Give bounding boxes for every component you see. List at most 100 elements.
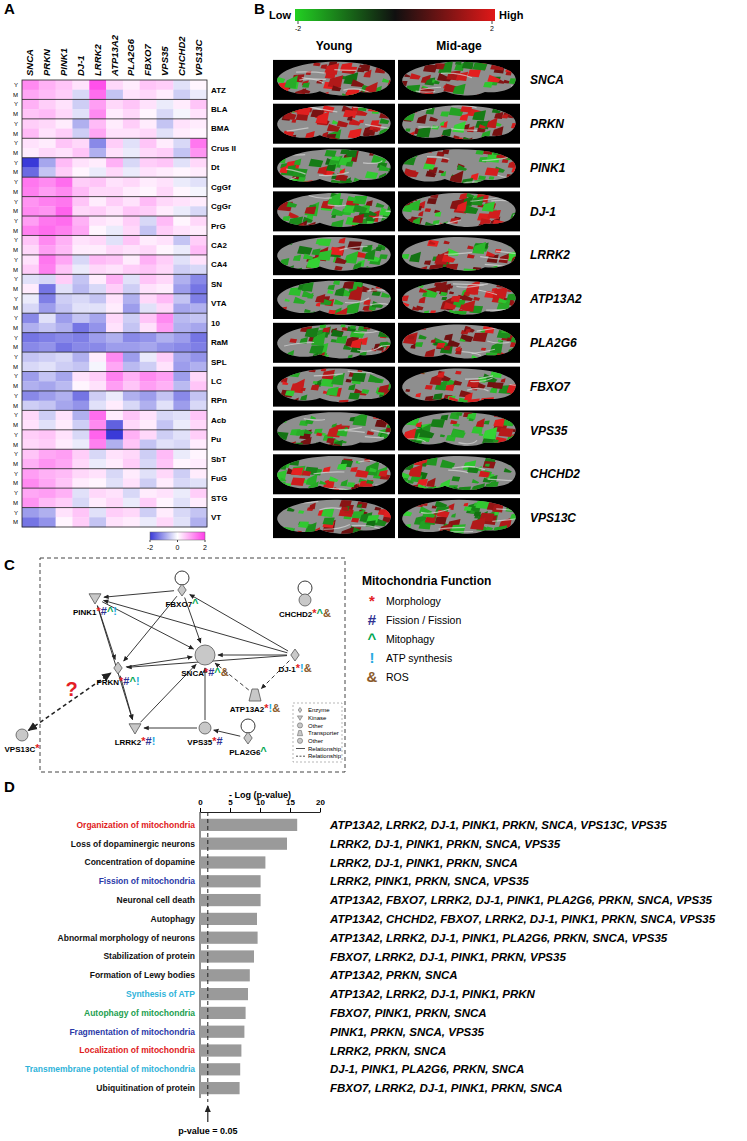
- brain-surface: [277, 237, 390, 271]
- heatmap-cell: [123, 148, 140, 158]
- brain-sulcus: [363, 161, 382, 164]
- heatmap-cell: [72, 440, 89, 450]
- heatmap-cell: [56, 197, 73, 207]
- brain-patch: [402, 92, 415, 101]
- heatmap-cell: [39, 197, 56, 207]
- heatmap-cell: [157, 216, 174, 226]
- region-label: Acb: [211, 416, 226, 425]
- brain-surface: [277, 325, 390, 359]
- brain-patch: [488, 265, 497, 274]
- heatmap-cell: [140, 138, 157, 148]
- brain-patch: [493, 287, 508, 298]
- heatmap-cell: [39, 119, 56, 129]
- heatmap-cell: [22, 109, 39, 119]
- brain-patch: [350, 467, 358, 472]
- heatmap-cell: [190, 449, 207, 459]
- brain-patch: [403, 204, 414, 212]
- brain-patch: [498, 298, 507, 303]
- heatmap-cell: [72, 410, 89, 420]
- brain-patch: [379, 110, 393, 118]
- brain-sulcus: [293, 106, 322, 110]
- brain-patch: [384, 65, 389, 70]
- age-label: M: [13, 267, 18, 273]
- brain-background: [273, 498, 395, 538]
- brain-patch: [293, 254, 301, 261]
- brain-patches: [399, 190, 534, 238]
- brain-patch: [291, 119, 296, 123]
- heatmap-cell: [72, 255, 89, 265]
- brain-patch: [509, 196, 519, 202]
- brain-patch: [387, 217, 398, 223]
- brain-patch: [315, 294, 325, 303]
- brain-sulcus: [465, 376, 493, 379]
- brain-patch: [363, 325, 370, 329]
- gene-header: VPS35: [159, 46, 170, 76]
- brain-patch: [282, 307, 287, 311]
- gene-label: PLA2G6: [530, 336, 577, 350]
- brain-patch: [338, 400, 349, 407]
- brain-patch: [440, 292, 448, 296]
- brain-patch: [471, 483, 485, 494]
- colorbar-tick: [150, 540, 151, 542]
- heatmap-cell: [140, 158, 157, 168]
- brain-patch: [300, 395, 307, 401]
- brain-patch: [413, 266, 427, 278]
- brain-patch: [306, 98, 316, 104]
- brain-patch: [402, 235, 411, 244]
- heatmap-cell: [140, 206, 157, 216]
- brain-sulcus: [458, 446, 486, 450]
- heatmap-cell: [39, 129, 56, 139]
- brain-patch: [508, 160, 517, 168]
- figure: ABCDATZBLABMACrus IIDtCgGfCgGrPrGCA2CA4S…: [0, 0, 747, 1141]
- group-separator: [22, 196, 207, 197]
- brain-patch: [404, 140, 413, 147]
- heatmap-cell: [106, 469, 123, 479]
- brain-patch: [274, 470, 287, 481]
- brain-patch: [479, 124, 486, 128]
- brain-patches: [401, 106, 532, 151]
- brain-patch: [465, 328, 470, 332]
- brain-patch: [404, 113, 415, 121]
- brain-patch: [490, 96, 500, 105]
- brain-patch: [510, 336, 520, 342]
- group-separator: [22, 371, 207, 372]
- brain-patch: [490, 190, 497, 196]
- heatmap-cell: [89, 372, 106, 382]
- brain-surface: [277, 105, 390, 139]
- heatmap-cell: [89, 255, 106, 265]
- region-label: 10: [211, 319, 220, 328]
- brain-patch: [316, 92, 329, 103]
- heatmap-cell: [106, 109, 123, 119]
- heatmap-cell: [157, 381, 174, 391]
- brain-patch: [406, 95, 416, 101]
- brain-patch: [332, 86, 342, 92]
- brain-patch: [357, 504, 362, 508]
- brain-patch: [479, 471, 490, 478]
- brain-patch: [401, 394, 407, 398]
- brain-patch: [286, 369, 300, 377]
- brain-sulcus: [436, 220, 461, 225]
- heatmap-cell: [190, 333, 207, 343]
- brain-patch: [515, 390, 525, 397]
- brain-sulcus: [487, 341, 509, 343]
- age-label: Y: [14, 354, 18, 360]
- brain-sulcus: [482, 156, 512, 160]
- brain-patch: [285, 390, 295, 396]
- brain-patch: [426, 78, 431, 83]
- heatmap-cell: [190, 138, 207, 148]
- brain-patch: [278, 413, 284, 417]
- heatmap-cell: [173, 381, 190, 391]
- group-separator: [22, 390, 207, 391]
- heatmap-cell: [140, 167, 157, 177]
- gene-label: VPS35: [530, 424, 568, 438]
- brain-sulcus: [352, 525, 380, 528]
- brain-patch: [378, 470, 387, 477]
- heatmap-cell: [22, 235, 39, 245]
- brain-image: [273, 191, 406, 236]
- brain-patch: [286, 441, 295, 449]
- heatmap-cell: [123, 129, 140, 139]
- brain-patch: [381, 215, 396, 224]
- brain-patch: [482, 269, 490, 274]
- brain-patch: [487, 75, 500, 83]
- brain-patch: [502, 322, 517, 334]
